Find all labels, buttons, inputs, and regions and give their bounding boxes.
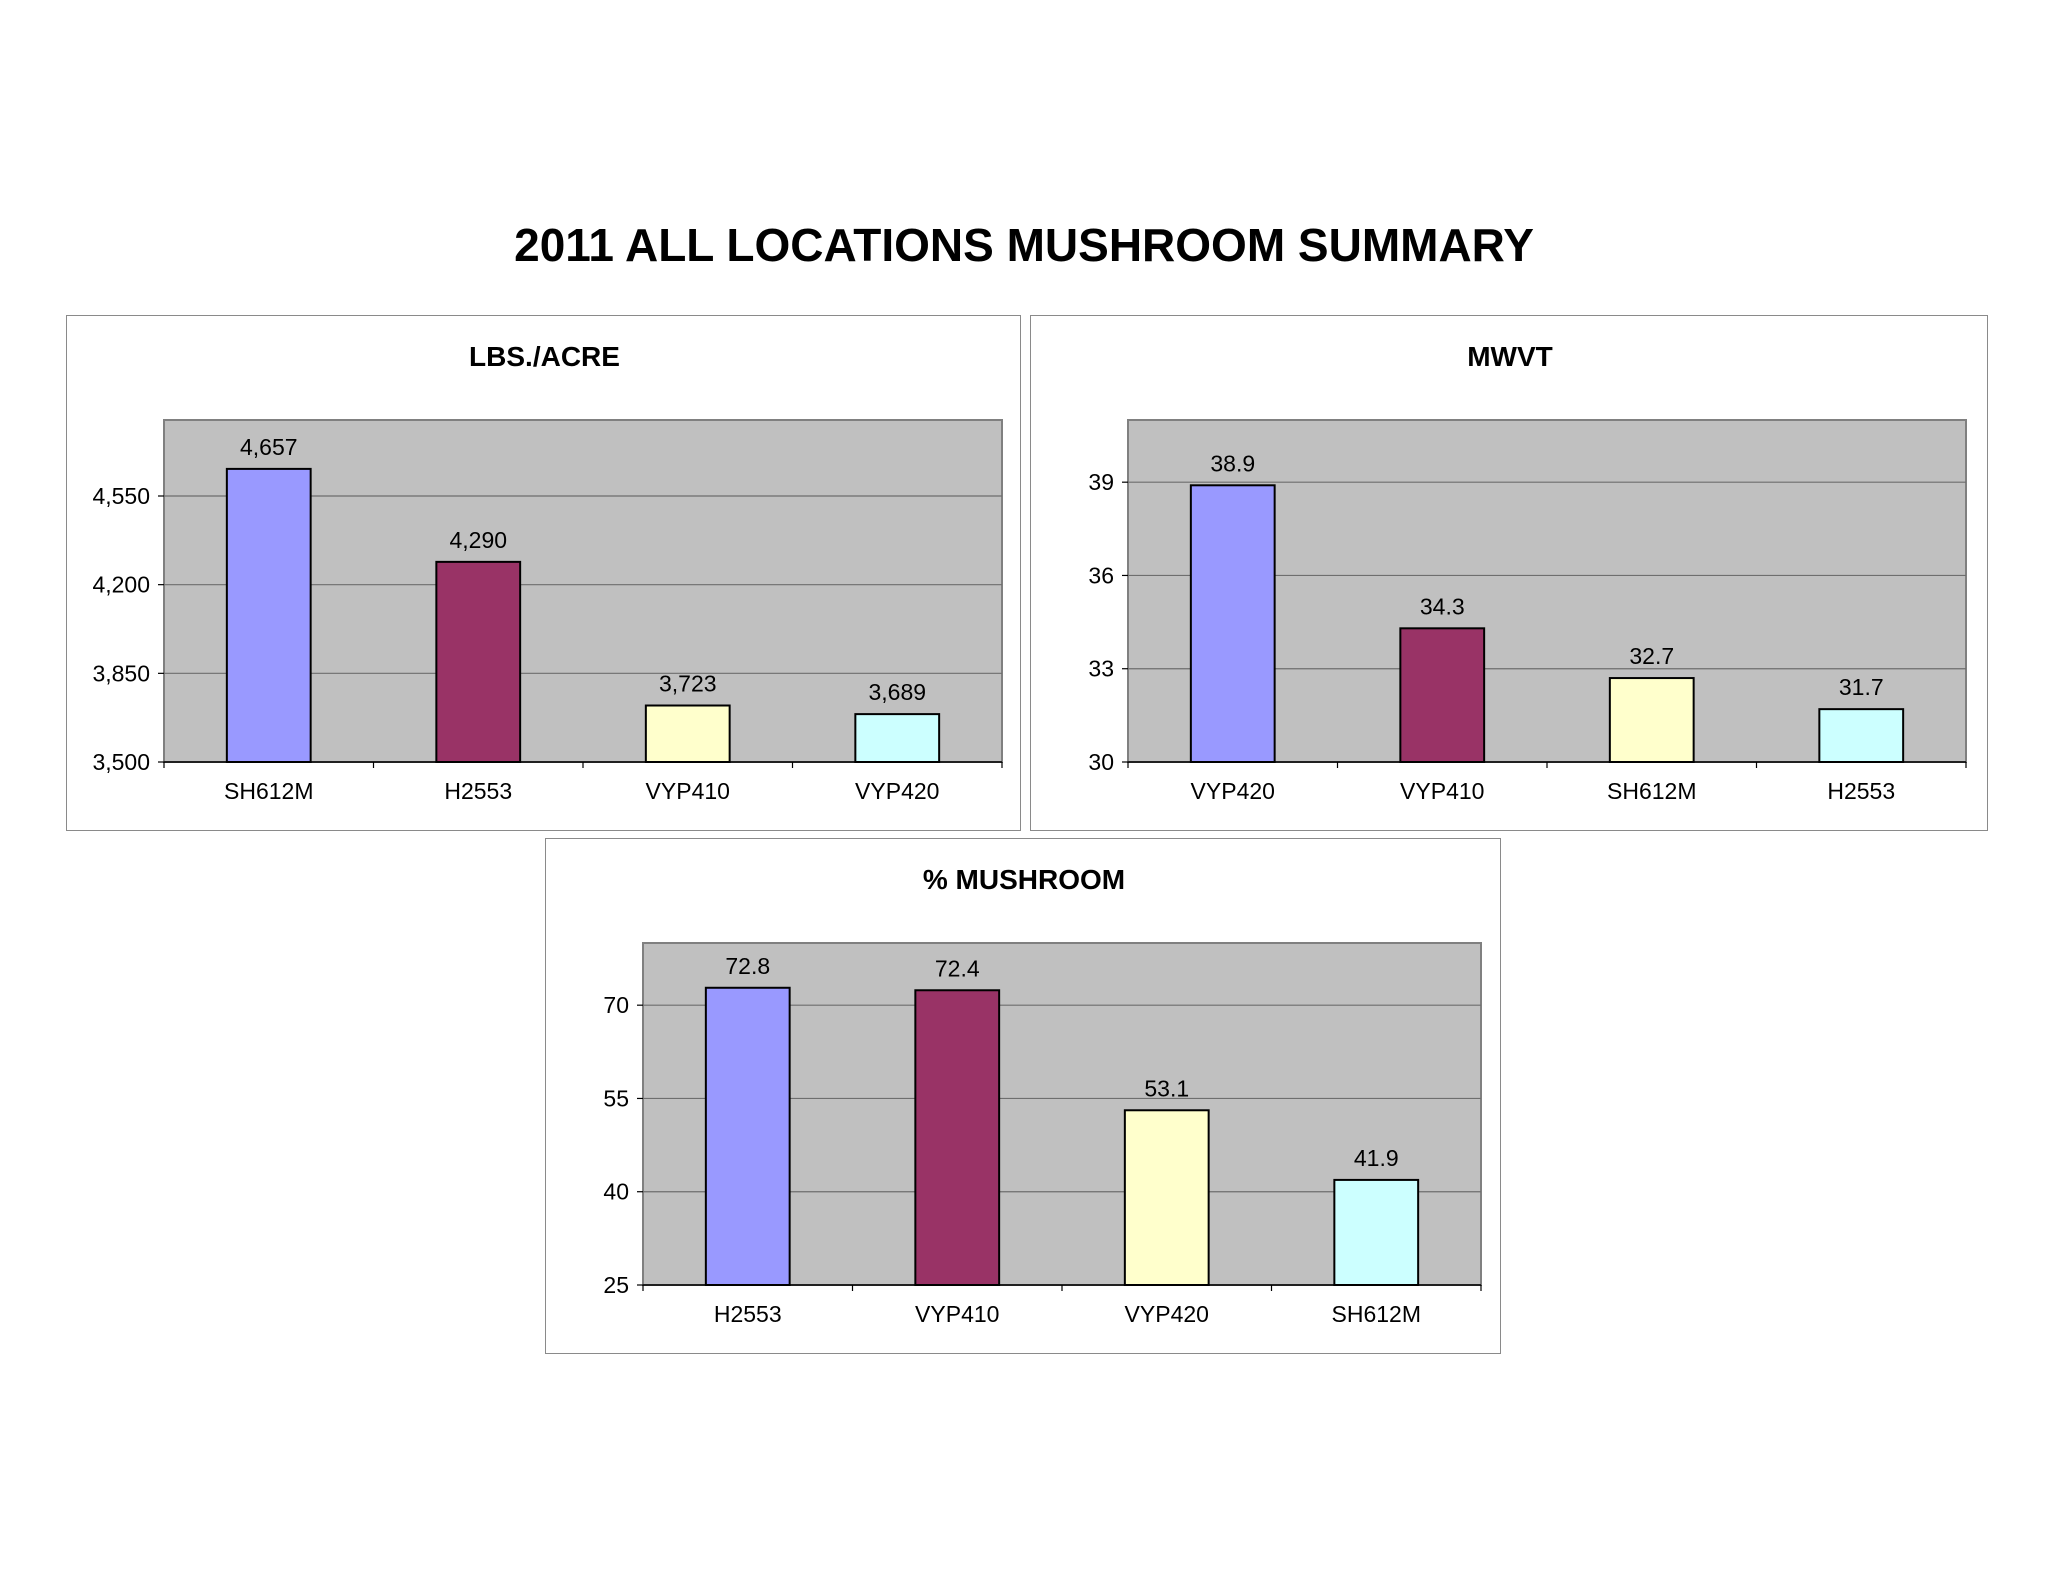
- category-label: VYP420: [1191, 778, 1275, 804]
- data-label: 53.1: [1144, 1075, 1189, 1101]
- bar-h2553: [1818, 708, 1905, 763]
- bar-sh612m: [1333, 1178, 1420, 1286]
- page-title: 2011 ALL LOCATIONS MUSHROOM SUMMARY: [514, 219, 1534, 271]
- y-tick-label: 3,850: [92, 660, 150, 686]
- bar-sh612m: [1608, 677, 1695, 763]
- category-label: SH612M: [224, 778, 313, 804]
- data-label: 72.4: [935, 955, 980, 981]
- data-label: 32.7: [1629, 643, 1674, 669]
- y-tick-label: 4,550: [92, 483, 150, 509]
- y-tick-label: 25: [603, 1272, 629, 1298]
- category-label: SH612M: [1332, 1301, 1421, 1327]
- bar-vyp410: [644, 704, 731, 763]
- chart-title: % MUSHROOM: [923, 864, 1125, 895]
- data-label: 38.9: [1210, 450, 1255, 476]
- data-label: 72.8: [725, 953, 770, 979]
- chart-title: MWVT: [1467, 341, 1553, 372]
- y-tick-label: 4,200: [92, 572, 150, 598]
- y-tick-label: 40: [603, 1179, 629, 1205]
- mwvt-chart: MWVT 30 33 36 39 38.9 VYP420 34.3 VYP410 32.7 SH61…: [1030, 315, 1988, 831]
- y-tick-label: 3,500: [92, 749, 150, 775]
- category-label: H2553: [714, 1301, 782, 1327]
- data-label: 3,689: [868, 679, 926, 705]
- mwvt-chart-svg: MWVT 30 33 36 39 38.9 VYP420 34.3 VYP410 32.7 SH61…: [1088, 341, 1967, 804]
- bar-vyp420: [1123, 1109, 1210, 1287]
- lbs-acre-chart: LBS./ACRE 3,500 3,850 4,200 4,550 4,657 SH612M…: [66, 315, 1021, 831]
- data-label: 31.7: [1839, 674, 1884, 700]
- data-label: 34.3: [1420, 593, 1465, 619]
- bar-vyp410: [1399, 627, 1486, 763]
- bar-sh612m: [225, 467, 312, 763]
- category-label: VYP420: [1125, 1301, 1209, 1327]
- category-label: VYP410: [915, 1301, 999, 1327]
- category-label: VYP420: [855, 778, 939, 804]
- data-label: 41.9: [1354, 1145, 1399, 1171]
- bar-vyp420: [1189, 484, 1276, 763]
- mushroom-percent-chart-svg: % MUSHROOM 25 40 55 70 72.8 H2553 72.4 VYP410 53.…: [603, 864, 1482, 1327]
- category-label: H2553: [1827, 778, 1895, 804]
- category-label: VYP410: [1400, 778, 1484, 804]
- category-label: VYP410: [646, 778, 730, 804]
- y-tick-label: 39: [1088, 469, 1114, 495]
- data-label: 4,657: [240, 434, 298, 460]
- bar-h2553: [435, 560, 522, 763]
- y-tick-label: 70: [603, 992, 629, 1018]
- data-label: 3,723: [659, 671, 717, 697]
- y-tick-label: 30: [1088, 749, 1114, 775]
- chart-title: LBS./ACRE: [469, 341, 620, 372]
- bar-h2553: [704, 986, 791, 1286]
- mushroom-percent-chart: % MUSHROOM 25 40 55 70 72.8 H2553 72.4 VYP410 53.…: [545, 838, 1501, 1354]
- y-tick-label: 33: [1088, 656, 1114, 682]
- category-label: SH612M: [1607, 778, 1696, 804]
- lbs-acre-chart-svg: LBS./ACRE 3,500 3,850 4,200 4,550 4,657 SH612M…: [92, 341, 1003, 804]
- data-label: 4,290: [449, 527, 507, 553]
- bar-vyp410: [914, 989, 1001, 1286]
- y-tick-label: 55: [603, 1085, 629, 1111]
- bar-vyp420: [854, 713, 941, 763]
- category-label: H2553: [444, 778, 512, 804]
- y-tick-label: 36: [1088, 562, 1114, 588]
